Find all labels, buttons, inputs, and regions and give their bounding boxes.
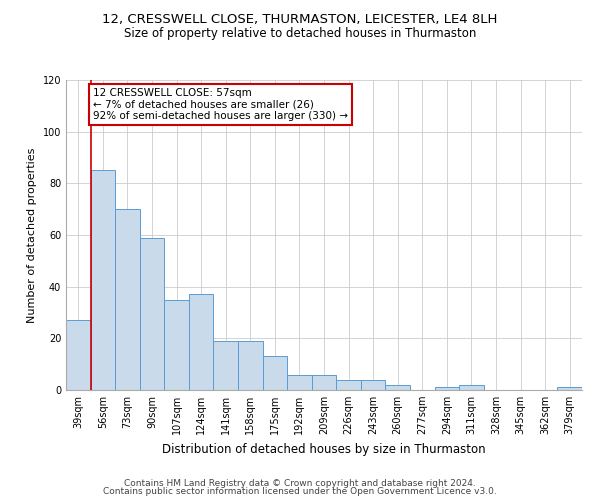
Bar [361, 380, 385, 390]
Bar [91, 170, 115, 390]
Bar [287, 374, 312, 390]
Bar [66, 320, 91, 390]
Bar [459, 385, 484, 390]
Bar [312, 374, 336, 390]
Text: 12, CRESSWELL CLOSE, THURMASTON, LEICESTER, LE4 8LH: 12, CRESSWELL CLOSE, THURMASTON, LEICEST… [103, 12, 497, 26]
Bar [214, 341, 238, 390]
Bar [263, 356, 287, 390]
Bar [434, 388, 459, 390]
Text: Contains public sector information licensed under the Open Government Licence v3: Contains public sector information licen… [103, 487, 497, 496]
Bar [140, 238, 164, 390]
Bar [189, 294, 214, 390]
Text: 12 CRESSWELL CLOSE: 57sqm
← 7% of detached houses are smaller (26)
92% of semi-d: 12 CRESSWELL CLOSE: 57sqm ← 7% of detach… [93, 88, 348, 121]
Y-axis label: Number of detached properties: Number of detached properties [27, 148, 37, 322]
Bar [336, 380, 361, 390]
Bar [557, 388, 582, 390]
X-axis label: Distribution of detached houses by size in Thurmaston: Distribution of detached houses by size … [162, 442, 486, 456]
Text: Contains HM Land Registry data © Crown copyright and database right 2024.: Contains HM Land Registry data © Crown c… [124, 478, 476, 488]
Bar [385, 385, 410, 390]
Bar [164, 300, 189, 390]
Bar [115, 209, 140, 390]
Bar [238, 341, 263, 390]
Text: Size of property relative to detached houses in Thurmaston: Size of property relative to detached ho… [124, 28, 476, 40]
